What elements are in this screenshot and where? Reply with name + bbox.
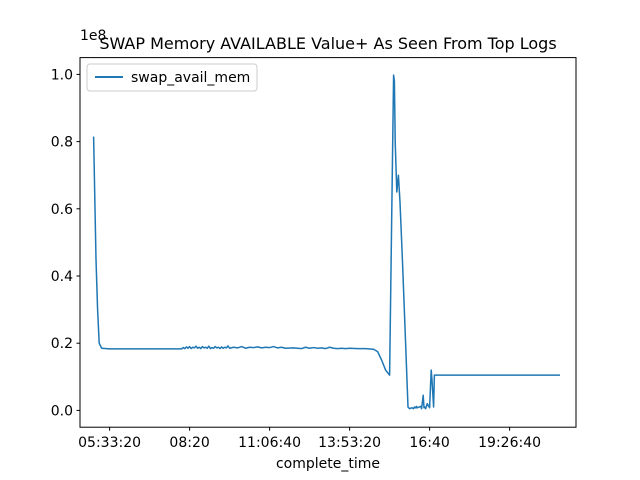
legend-label: swap_avail_mem: [131, 70, 250, 86]
y-multiplier-label: 1e8: [80, 28, 106, 44]
plot-area: [92, 74, 560, 410]
x-tick-label: 11:06:40: [238, 435, 301, 451]
legend-box: [86, 63, 258, 92]
x-tick-label: 19:26:40: [478, 435, 541, 451]
plot-frame: [79, 57, 577, 428]
y-tick-label: 0.6: [51, 202, 73, 218]
x-tick-label: 16:40: [409, 435, 449, 451]
x-tick-label: 05:33:20: [78, 435, 141, 451]
chart-title: SWAP Memory AVAILABLE Value+ As Seen Fro…: [99, 34, 556, 53]
y-tick-label: 0.4: [51, 269, 73, 285]
legend: swap_avail_mem: [86, 63, 258, 92]
series-line: [92, 74, 560, 410]
y-tick-label: 1.0: [51, 67, 73, 83]
y-tick-label: 0.0: [51, 403, 73, 419]
x-axis: 05:33:20 08:20 11:06:40 13:53:20 16:40 19:26:…: [78, 427, 541, 451]
x-tick-label: 13:53:20: [318, 435, 381, 451]
x-axis-label: complete_time: [276, 456, 380, 472]
x-tick-label: 08:20: [169, 435, 209, 451]
y-tick-label: 0.2: [51, 336, 73, 352]
y-tick-label: 0.8: [51, 135, 73, 151]
y-axis: 0.0 0.2 0.4 0.6 0.8 1.0: [51, 67, 80, 419]
